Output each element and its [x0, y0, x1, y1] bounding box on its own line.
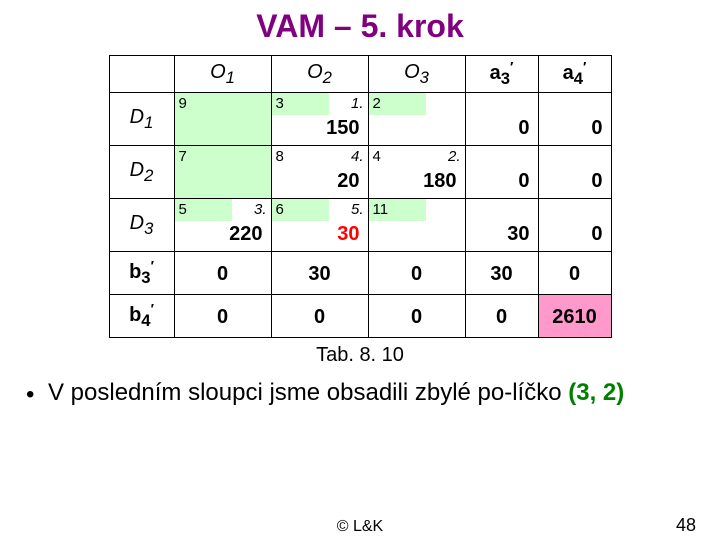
header-O2: O2	[271, 56, 368, 93]
cell-r3c2: 65.30	[271, 199, 368, 252]
rowlabel-b3: b3′	[109, 252, 174, 295]
cell-r2c2: 84.20	[271, 146, 368, 199]
bullet-text: V posledním sloupci jsme obsadili zbylé …	[48, 379, 696, 407]
header-a3: a3′	[465, 56, 538, 93]
cell-r1c3: 2	[368, 93, 465, 146]
cell-b4c3: 0	[368, 295, 465, 338]
corner-cell	[109, 56, 174, 93]
cell-r2c1: 7	[174, 146, 271, 199]
cell-b3c2: 30	[271, 252, 368, 295]
page-number: 48	[676, 515, 696, 536]
cell-b3a3: 30	[465, 252, 538, 295]
rowlabel-D1: D1	[109, 93, 174, 146]
table-container: O1 O2 O3 a3′ a4′ D1 9 31.150 2 0 0 D2 7 …	[0, 55, 720, 338]
cell-r3a4: 0	[538, 199, 611, 252]
vam-table: O1 O2 O3 a3′ a4′ D1 9 31.150 2 0 0 D2 7 …	[109, 55, 612, 338]
cell-b4a3: 0	[465, 295, 538, 338]
cell-r3a3: 30	[465, 199, 538, 252]
cell-r3c3: 11	[368, 199, 465, 252]
header-a4: a4′	[538, 56, 611, 93]
cell-r2a3: 0	[465, 146, 538, 199]
cell-b4c2: 0	[271, 295, 368, 338]
cell-r1c1: 9	[174, 93, 271, 146]
rowlabel-b4: b4′	[109, 295, 174, 338]
rowlabel-D3: D3	[109, 199, 174, 252]
cell-b3a4: 0	[538, 252, 611, 295]
cell-b4c1: 0	[174, 295, 271, 338]
table-caption: Tab. 8. 10	[0, 344, 720, 367]
cell-b3c1: 0	[174, 252, 271, 295]
cell-r3c1: 53.220	[174, 199, 271, 252]
cell-r2c3: 42.180	[368, 146, 465, 199]
page-title: VAM – 5. krok	[0, 8, 720, 45]
cell-b4a4: 2610	[538, 295, 611, 338]
cell-r1a3: 0	[465, 93, 538, 146]
cell-b3c3: 0	[368, 252, 465, 295]
footer-copyright: © L&K	[0, 518, 720, 536]
cell-r1c2: 31.150	[271, 93, 368, 146]
cell-r2a4: 0	[538, 146, 611, 199]
rowlabel-D2: D2	[109, 146, 174, 199]
header-O3: O3	[368, 56, 465, 93]
header-O1: O1	[174, 56, 271, 93]
cell-r1a4: 0	[538, 93, 611, 146]
